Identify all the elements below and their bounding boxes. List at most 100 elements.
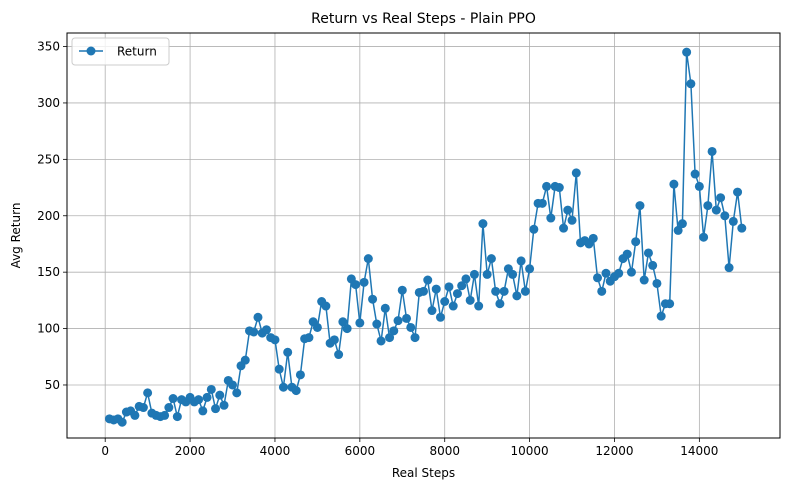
- data-point: [351, 280, 361, 290]
- y-tick-label: 350: [37, 40, 60, 54]
- data-point: [431, 284, 441, 294]
- data-point: [648, 260, 658, 270]
- x-axis-ticks: 0 2000 4000 6000 8000 10000 12000 14000: [101, 438, 718, 458]
- data-point: [232, 388, 242, 398]
- data-point: [626, 267, 636, 277]
- data-point: [270, 335, 280, 345]
- data-point: [707, 146, 717, 156]
- data-point: [643, 248, 653, 258]
- data-point: [724, 263, 734, 273]
- grid: [67, 33, 780, 438]
- data-point: [393, 316, 403, 326]
- data-point: [321, 301, 331, 311]
- data-point: [673, 225, 683, 235]
- data-point: [499, 286, 509, 296]
- y-tick-label: 150: [37, 265, 60, 279]
- data-point: [402, 313, 412, 323]
- y-axis-label: Avg Return: [9, 203, 23, 269]
- data-point: [359, 277, 369, 287]
- data-point: [682, 47, 692, 57]
- data-point: [389, 326, 399, 336]
- data-point: [546, 213, 556, 223]
- x-tick-label: 2000: [175, 444, 206, 458]
- data-point: [529, 224, 539, 234]
- data-point: [304, 333, 314, 343]
- data-point: [385, 333, 395, 343]
- data-point: [435, 312, 445, 322]
- data-point: [202, 392, 212, 402]
- data-point: [694, 181, 704, 191]
- x-tick-label: 10000: [511, 444, 549, 458]
- data-point: [283, 347, 293, 357]
- data-point: [138, 403, 148, 413]
- data-point: [372, 319, 382, 329]
- data-point: [597, 286, 607, 296]
- chart-title: Return vs Real Steps - Plain PPO: [311, 11, 536, 27]
- data-point: [631, 237, 641, 247]
- data-point: [419, 286, 428, 296]
- data-point: [669, 179, 679, 189]
- data-point: [160, 410, 170, 420]
- data-point: [329, 335, 339, 345]
- data-point: [291, 386, 301, 396]
- data-point: [699, 232, 709, 242]
- legend-box: [71, 37, 170, 66]
- legend: Return: [71, 37, 170, 66]
- legend-marker: [86, 46, 96, 56]
- data-point: [469, 269, 479, 279]
- data-point: [355, 318, 365, 328]
- data-point: [448, 301, 458, 311]
- x-tick-label: 8000: [429, 444, 460, 458]
- data-point: [143, 388, 153, 398]
- data-point: [368, 294, 378, 304]
- y-axis-ticks: 50 100 150 200 250 300 350: [37, 40, 67, 392]
- data-point: [461, 274, 471, 284]
- data-point: [571, 168, 581, 178]
- x-tick-label: 4000: [260, 444, 291, 458]
- data-point: [482, 269, 492, 279]
- data-point: [363, 254, 373, 264]
- data-point: [130, 410, 140, 420]
- y-tick-label: 50: [45, 378, 60, 392]
- data-point: [614, 268, 624, 278]
- data-point: [168, 394, 178, 404]
- data-point: [219, 400, 229, 410]
- data-point: [537, 198, 547, 208]
- x-tick-label: 14000: [680, 444, 718, 458]
- data-point: [690, 169, 700, 179]
- data-point: [622, 249, 632, 259]
- data-point: [423, 275, 433, 285]
- data-point: [554, 183, 564, 193]
- data-point: [588, 233, 598, 243]
- x-tick-label: 6000: [345, 444, 376, 458]
- data-point: [665, 299, 675, 309]
- data-point: [601, 268, 611, 278]
- data-point: [427, 306, 437, 316]
- data-point: [720, 211, 730, 221]
- data-point: [686, 79, 696, 89]
- data-point: [440, 296, 450, 306]
- data-point: [206, 384, 216, 394]
- data-point: [164, 403, 174, 413]
- legend-label: Return: [117, 45, 157, 59]
- data-point: [559, 223, 569, 233]
- y-tick-label: 250: [37, 152, 60, 166]
- data-point: [278, 382, 288, 392]
- data-point: [342, 324, 352, 334]
- data-point: [194, 395, 204, 405]
- data-point: [410, 333, 420, 343]
- data-point: [677, 219, 687, 229]
- data-point: [567, 215, 577, 225]
- data-point: [542, 181, 552, 191]
- data-point: [215, 390, 225, 400]
- data-point: [495, 299, 505, 309]
- data-point: [295, 370, 305, 380]
- data-point: [465, 295, 475, 305]
- x-tick-label: 12000: [595, 444, 633, 458]
- data-point: [703, 201, 713, 211]
- data-point: [228, 380, 238, 390]
- data-point: [716, 193, 726, 203]
- data-point: [380, 303, 390, 313]
- data-point: [117, 417, 127, 427]
- x-tick-label: 0: [101, 444, 109, 458]
